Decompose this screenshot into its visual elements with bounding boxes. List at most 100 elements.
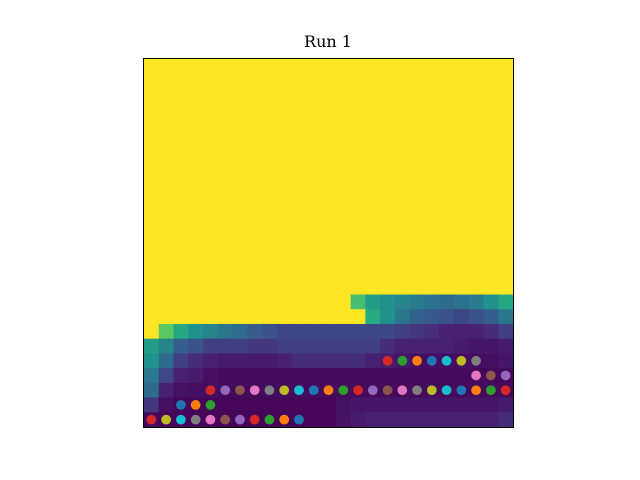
heatmap-cell bbox=[365, 88, 381, 104]
heatmap-cell bbox=[321, 412, 337, 428]
heatmap-cell bbox=[439, 206, 455, 222]
heatmap-cell bbox=[217, 397, 234, 413]
heatmap-cell bbox=[276, 397, 293, 413]
heatmap-cell bbox=[468, 412, 485, 428]
agent-marker bbox=[500, 385, 511, 396]
heatmap-cell bbox=[468, 309, 485, 325]
heatmap-cell bbox=[306, 117, 322, 134]
heatmap-cell bbox=[173, 162, 189, 178]
heatmap-cell bbox=[350, 162, 366, 178]
heatmap-cell bbox=[158, 235, 175, 251]
heatmap-cell bbox=[365, 191, 381, 207]
heatmap-cell bbox=[247, 117, 263, 134]
heatmap-cell bbox=[365, 235, 381, 251]
heatmap-cell bbox=[188, 235, 204, 251]
heatmap-cell bbox=[291, 117, 307, 134]
agent-marker bbox=[382, 385, 393, 396]
heatmap-cell bbox=[483, 88, 499, 104]
heatmap-cell bbox=[173, 59, 189, 75]
heatmap-cell bbox=[439, 220, 455, 237]
heatmap-cell bbox=[306, 265, 322, 281]
heatmap-cell bbox=[232, 353, 248, 369]
heatmap-cell bbox=[203, 265, 219, 281]
heatmap-cell bbox=[409, 206, 426, 222]
heatmap-cell bbox=[439, 368, 455, 384]
heatmap-cell bbox=[468, 397, 485, 413]
heatmap-cell bbox=[453, 279, 470, 296]
heatmap-cell bbox=[380, 206, 396, 222]
heatmap-cell bbox=[217, 103, 234, 119]
heatmap-cell bbox=[468, 147, 485, 163]
heatmap-cell bbox=[232, 176, 248, 193]
heatmap-cell bbox=[291, 162, 307, 178]
heatmap-cell bbox=[203, 323, 219, 340]
heatmap-cell bbox=[350, 235, 366, 251]
heatmap-cell bbox=[424, 412, 440, 428]
heatmap-cell bbox=[453, 88, 470, 104]
heatmap-cell bbox=[144, 88, 160, 104]
heatmap-cell bbox=[365, 176, 381, 193]
heatmap-cell bbox=[424, 162, 440, 178]
heatmap-cell bbox=[276, 117, 293, 134]
heatmap-cell bbox=[483, 235, 499, 251]
heatmap-cell bbox=[262, 103, 278, 119]
heatmap-cell bbox=[158, 88, 175, 104]
heatmap-cell bbox=[247, 265, 263, 281]
heatmap-cell bbox=[247, 132, 263, 148]
heatmap-cell bbox=[217, 147, 234, 163]
heatmap-cell bbox=[439, 397, 455, 413]
heatmap-cell bbox=[291, 59, 307, 75]
heatmap-cell bbox=[350, 265, 366, 281]
heatmap-cell bbox=[350, 294, 366, 310]
agent-marker bbox=[456, 355, 467, 366]
heatmap-cell bbox=[247, 323, 263, 340]
heatmap-cell bbox=[203, 147, 219, 163]
heatmap-cell bbox=[380, 220, 396, 237]
heatmap-cell bbox=[291, 206, 307, 222]
agent-marker bbox=[353, 385, 363, 396]
heatmap-cell bbox=[144, 103, 160, 119]
heatmap-cell bbox=[203, 294, 219, 310]
agent-marker bbox=[176, 414, 186, 425]
heatmap-cell bbox=[335, 397, 352, 413]
heatmap-cell bbox=[144, 147, 160, 163]
heatmap-cell bbox=[203, 191, 219, 207]
heatmap-cell bbox=[453, 176, 470, 193]
heatmap-cell bbox=[144, 59, 160, 75]
heatmap-cell bbox=[453, 265, 470, 281]
heatmap-cell bbox=[306, 206, 322, 222]
heatmap-cell bbox=[394, 323, 411, 340]
heatmap-cell bbox=[468, 59, 485, 75]
agent-marker bbox=[190, 414, 201, 425]
heatmap-cell bbox=[498, 103, 514, 119]
heatmap-cell bbox=[483, 117, 499, 134]
heatmap-cell bbox=[158, 323, 175, 340]
heatmap-cell bbox=[232, 73, 248, 90]
heatmap-cell bbox=[439, 412, 455, 428]
heatmap-cell bbox=[350, 88, 366, 104]
heatmap-cell bbox=[262, 368, 278, 384]
heatmap-cell bbox=[453, 220, 470, 237]
heatmap-cell bbox=[350, 132, 366, 148]
heatmap-cell bbox=[365, 338, 381, 354]
agent-marker bbox=[471, 355, 481, 366]
heatmap-cell bbox=[306, 338, 322, 354]
heatmap-cell bbox=[394, 88, 411, 104]
heatmap-cell bbox=[173, 132, 189, 148]
heatmap-cell bbox=[335, 323, 352, 340]
heatmap-cell bbox=[144, 294, 160, 310]
heatmap-cell bbox=[158, 265, 175, 281]
heatmap-cell bbox=[158, 353, 175, 369]
heatmap-cell bbox=[291, 103, 307, 119]
heatmap-cell bbox=[306, 250, 322, 266]
heatmap-cell bbox=[262, 117, 278, 134]
heatmap-cell bbox=[321, 353, 337, 369]
agent-marker bbox=[294, 414, 304, 425]
heatmap-cell bbox=[424, 279, 440, 296]
heatmap-cell bbox=[188, 309, 204, 325]
heatmap-cell bbox=[158, 132, 175, 148]
heatmap-cell bbox=[188, 117, 204, 134]
heatmap-cell bbox=[173, 368, 189, 384]
heatmap-cell bbox=[439, 323, 455, 340]
